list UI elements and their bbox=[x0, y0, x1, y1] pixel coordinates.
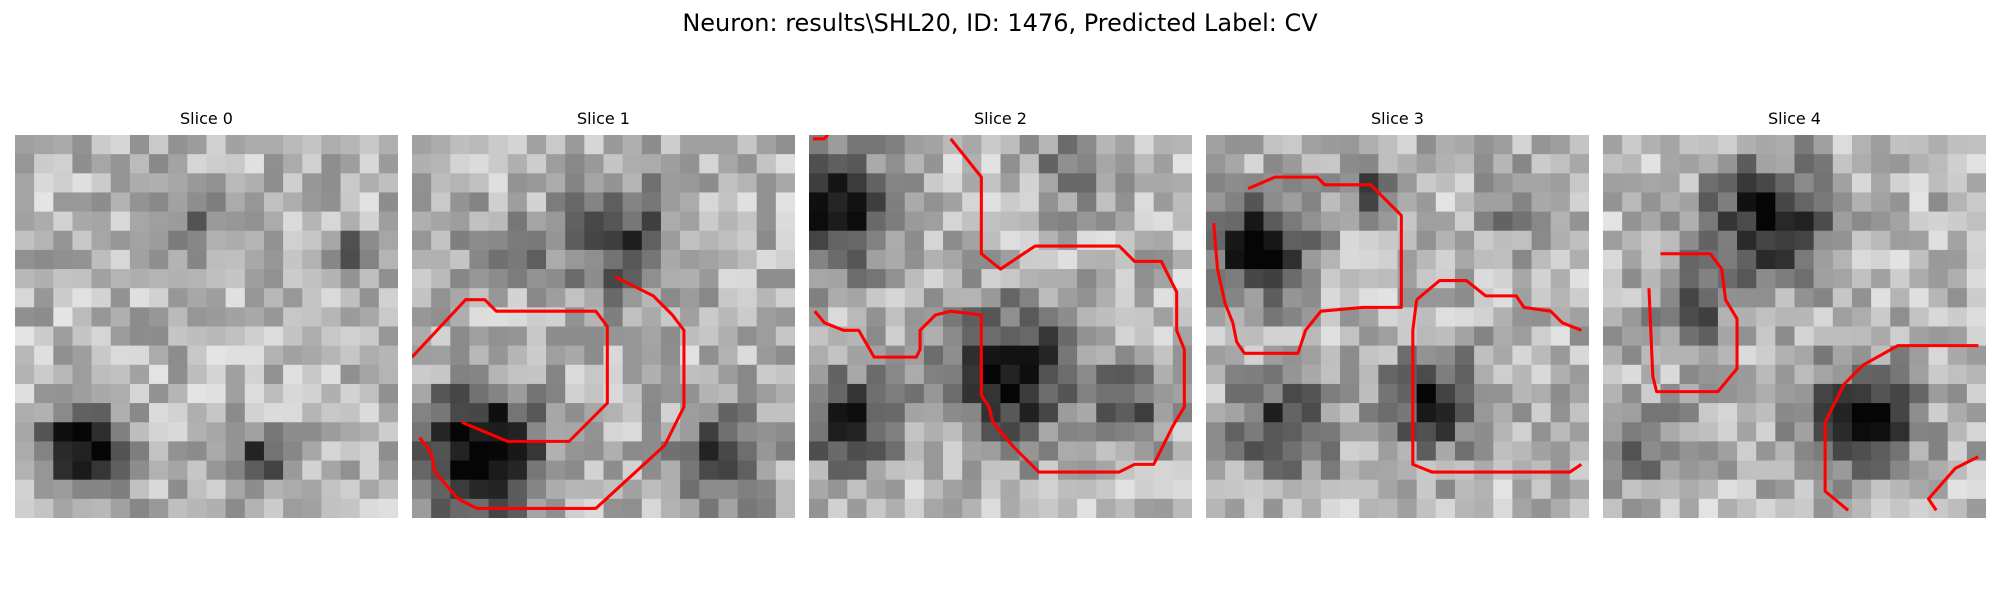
slice-title: Slice 2 bbox=[974, 109, 1027, 128]
slice-image bbox=[1603, 135, 1986, 518]
contour-line bbox=[1823, 344, 1979, 423]
slice-image bbox=[412, 135, 795, 518]
contour-line bbox=[813, 137, 1186, 474]
slice-title: Slice 1 bbox=[577, 109, 630, 128]
slice-title: Slice 3 bbox=[1371, 109, 1424, 128]
slice-panel-2: Slice 2 bbox=[809, 108, 1192, 518]
slice-image bbox=[809, 135, 1192, 518]
slice-panel-4: Slice 4 bbox=[1603, 108, 1986, 518]
contour-line bbox=[412, 298, 609, 443]
pixel-grid bbox=[809, 135, 1192, 518]
contour-line bbox=[1927, 455, 1980, 512]
slice-panel-1: Slice 1 bbox=[412, 108, 795, 518]
contour-line bbox=[1411, 299, 1583, 474]
contour-line bbox=[1212, 175, 1403, 355]
pixel-grid bbox=[1206, 135, 1589, 518]
slice-image bbox=[15, 135, 398, 518]
pixel-grid bbox=[15, 135, 398, 518]
contour-line bbox=[418, 275, 686, 510]
pixel-grid bbox=[412, 135, 795, 518]
figure-title: Neuron: results\SHL20, ID: 1476, Predict… bbox=[682, 9, 1318, 37]
slice-panel-3: Slice 3 bbox=[1206, 108, 1589, 518]
slice-panel-0: Slice 0 bbox=[15, 108, 398, 518]
slice-title: Slice 4 bbox=[1768, 109, 1821, 128]
contour-line bbox=[1647, 252, 1739, 394]
slice-image bbox=[1206, 135, 1589, 518]
contour-line bbox=[1823, 422, 1850, 512]
contour-line bbox=[1415, 279, 1582, 332]
slice-title: Slice 0 bbox=[180, 109, 233, 128]
pixel-grid bbox=[1603, 135, 1986, 518]
contour-line bbox=[812, 135, 830, 141]
